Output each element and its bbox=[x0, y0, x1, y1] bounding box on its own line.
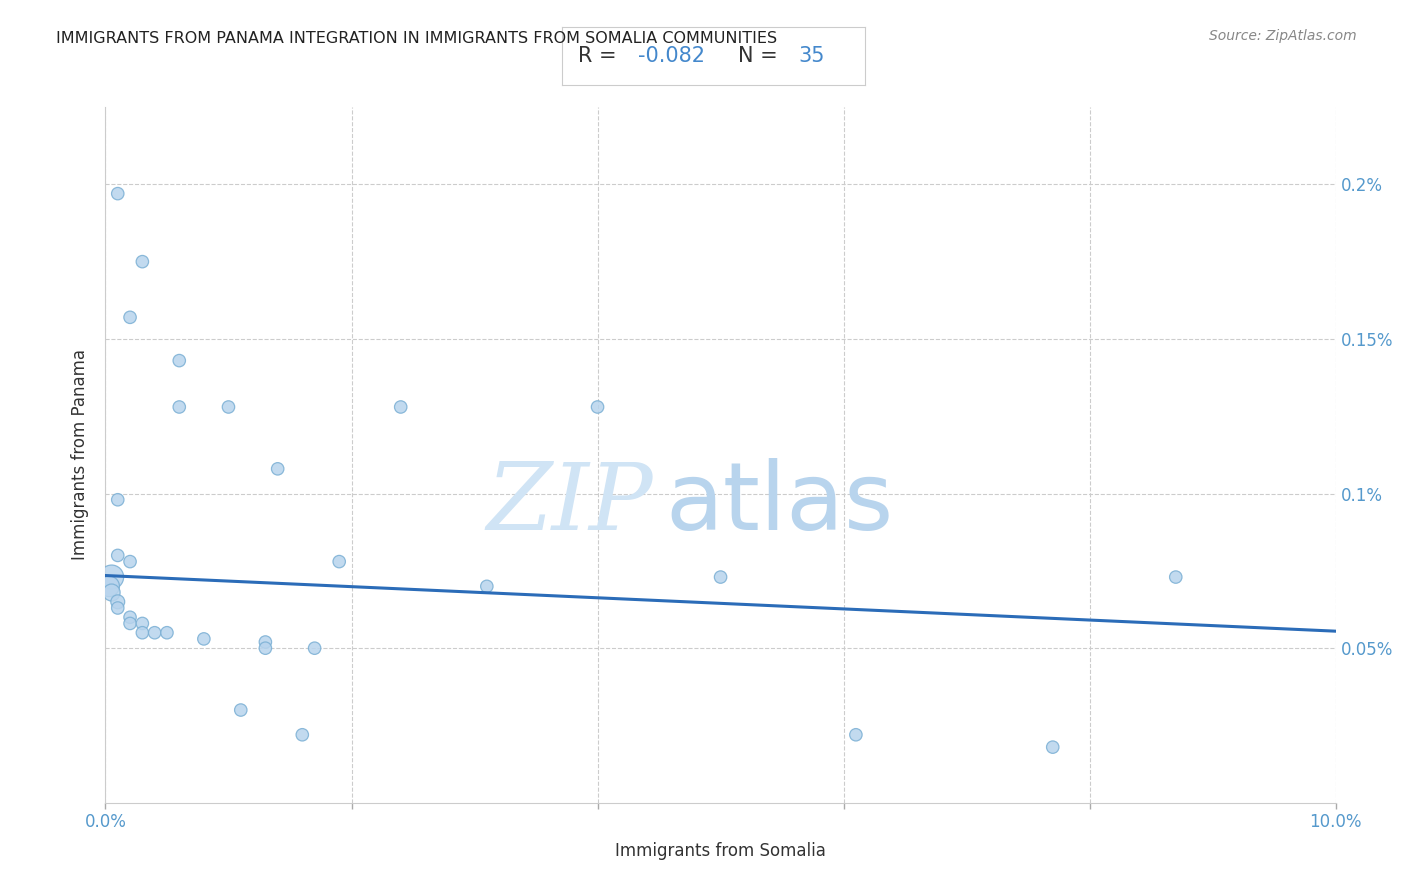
Text: R =: R = bbox=[578, 45, 623, 66]
X-axis label: Immigrants from Somalia: Immigrants from Somalia bbox=[616, 842, 825, 860]
Text: N =: N = bbox=[738, 45, 785, 66]
Point bbox=[193, 632, 215, 646]
Text: Source: ZipAtlas.com: Source: ZipAtlas.com bbox=[1209, 29, 1357, 43]
Point bbox=[156, 625, 179, 640]
Point bbox=[229, 703, 252, 717]
Point bbox=[304, 641, 326, 656]
Point bbox=[107, 492, 129, 507]
Point bbox=[107, 595, 129, 609]
Point bbox=[254, 635, 277, 649]
Point bbox=[1164, 570, 1187, 584]
Point bbox=[107, 549, 129, 563]
Point bbox=[1042, 740, 1064, 755]
Point bbox=[131, 254, 153, 268]
Point bbox=[254, 641, 277, 656]
Y-axis label: Immigrants from Panama: Immigrants from Panama bbox=[72, 350, 90, 560]
Point bbox=[107, 601, 129, 615]
Point bbox=[120, 310, 141, 325]
Point bbox=[169, 400, 191, 414]
Point bbox=[710, 570, 733, 584]
Point bbox=[100, 585, 122, 599]
Point bbox=[328, 555, 350, 569]
Text: atlas: atlas bbox=[665, 458, 893, 549]
Point bbox=[267, 462, 290, 476]
Point bbox=[586, 400, 609, 414]
Point bbox=[291, 728, 314, 742]
Point bbox=[131, 625, 153, 640]
Point bbox=[131, 616, 153, 631]
Text: ZIP: ZIP bbox=[486, 458, 652, 549]
Point bbox=[107, 186, 129, 201]
Point bbox=[120, 610, 141, 624]
Point bbox=[98, 579, 121, 593]
Point bbox=[169, 353, 191, 368]
Text: 35: 35 bbox=[799, 45, 825, 66]
Point bbox=[143, 625, 166, 640]
Point bbox=[120, 555, 141, 569]
Point bbox=[100, 570, 122, 584]
Point bbox=[475, 579, 498, 593]
Point bbox=[389, 400, 412, 414]
Point bbox=[218, 400, 240, 414]
Point bbox=[845, 728, 868, 742]
Text: IMMIGRANTS FROM PANAMA INTEGRATION IN IMMIGRANTS FROM SOMALIA COMMUNITIES: IMMIGRANTS FROM PANAMA INTEGRATION IN IM… bbox=[56, 31, 778, 46]
Text: -0.082: -0.082 bbox=[638, 45, 704, 66]
Point bbox=[120, 616, 141, 631]
